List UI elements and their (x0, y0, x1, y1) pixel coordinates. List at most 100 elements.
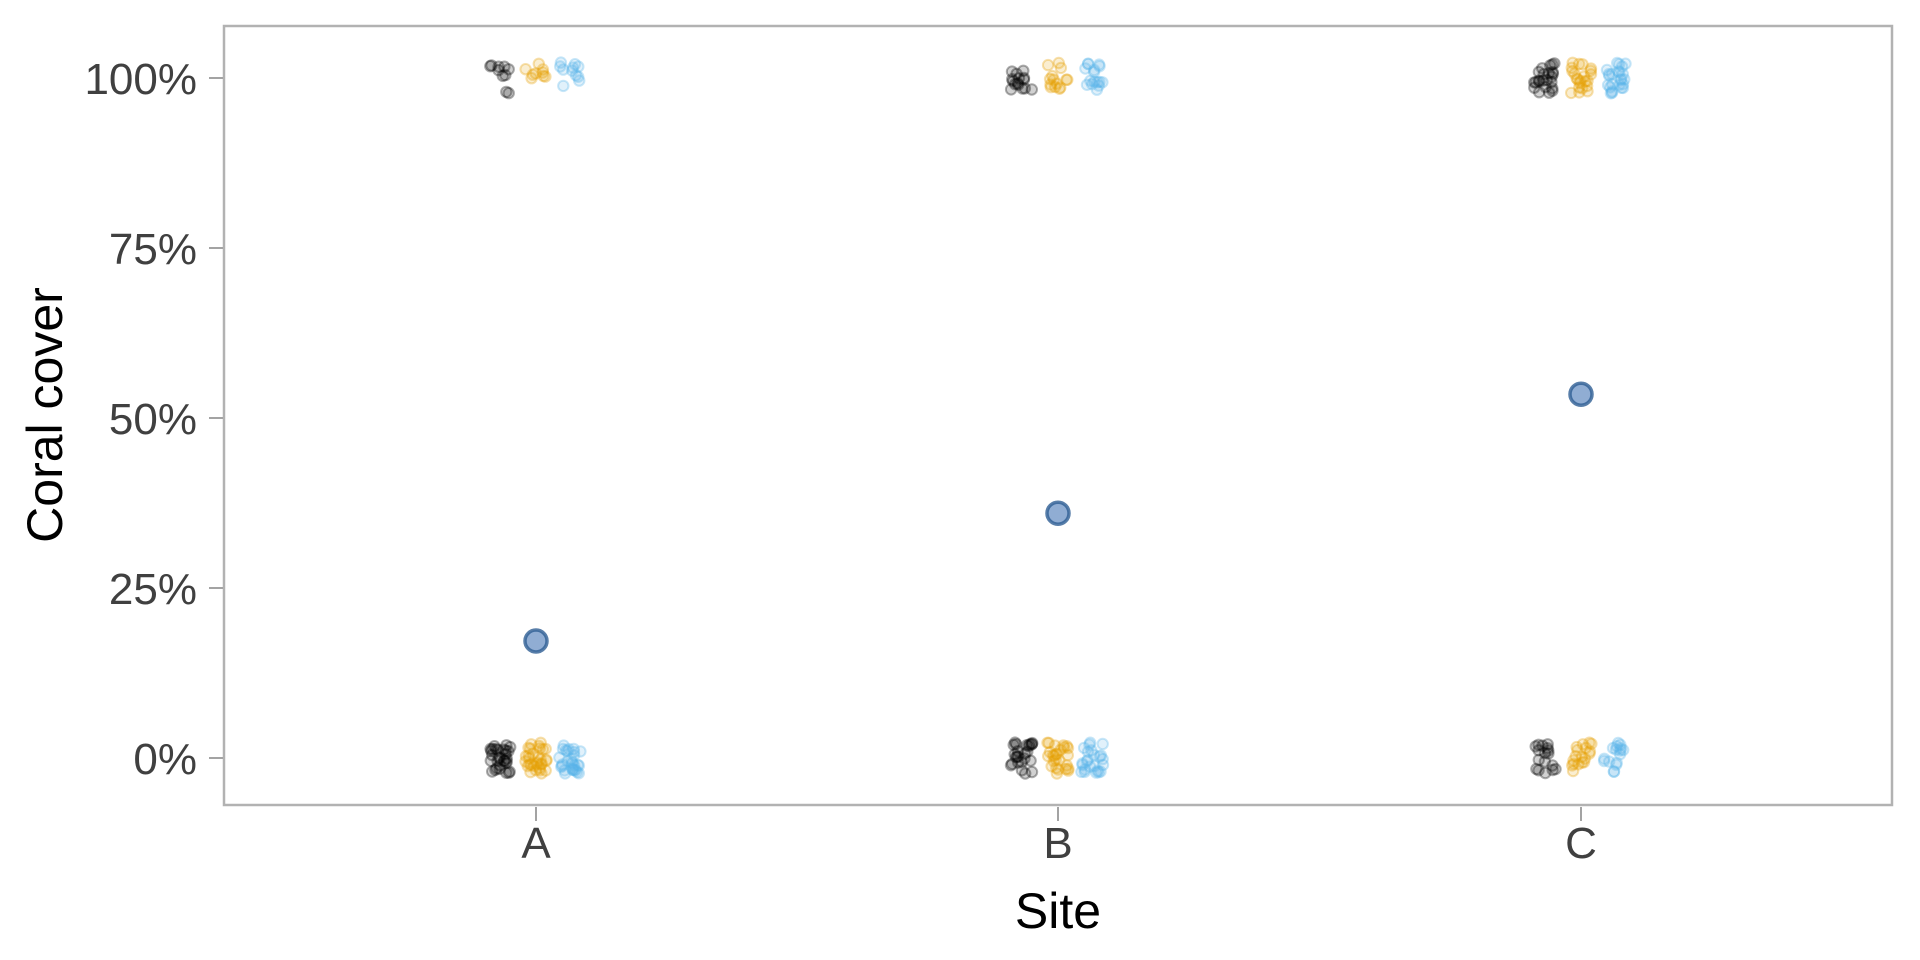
jitter-point-orange (1575, 750, 1589, 764)
jitter-point-orange (1054, 61, 1068, 75)
jitter-point-blue (1096, 737, 1109, 751)
jitter-point-orange (536, 63, 550, 76)
jitter-point-black (485, 59, 498, 72)
jitter-point-black (1010, 738, 1023, 751)
jitter-point-orange (1041, 736, 1054, 749)
jitter-point-black (499, 744, 512, 757)
jitter-point-black (1539, 80, 1552, 94)
jitter-point-orange (1569, 750, 1582, 763)
jitter-point-blue (1610, 758, 1623, 771)
jitter-point-blue (558, 764, 571, 777)
jitter-point-black (1543, 86, 1556, 99)
site-mean-point (523, 628, 549, 654)
jitter-point-blue (1082, 57, 1095, 71)
jitter-point-orange (534, 753, 547, 766)
jitter-point-blue (572, 60, 585, 73)
jitter-point-orange (523, 752, 536, 765)
jitter-point-orange (1050, 761, 1063, 775)
jitter-point-blue (1616, 78, 1630, 91)
jitter-point-black (1011, 750, 1025, 763)
jitter-point-orange (525, 72, 538, 85)
jitter-point-black (1004, 83, 1018, 96)
data-points-layer (484, 56, 1632, 780)
jitter-point-black (1017, 73, 1031, 86)
jitter-point-black (491, 743, 505, 757)
jitter-point-blue (1606, 741, 1620, 755)
jitter-point-blue (1084, 736, 1097, 749)
jitter-point-blue (1085, 77, 1099, 91)
x-tick-label: C (1565, 819, 1597, 868)
jitter-point-black (1015, 764, 1029, 777)
jitter-point-orange (537, 69, 550, 83)
jitter-point-blue (1084, 74, 1097, 87)
jitter-point-orange (526, 68, 539, 81)
jitter-point-blue (1092, 766, 1105, 779)
jitter-point-orange (1060, 73, 1073, 86)
jitter-point-blue (1610, 740, 1624, 753)
jitter-point-black (1018, 767, 1032, 780)
jitter-point-black (1537, 74, 1550, 87)
jitter-point-orange (1577, 756, 1591, 769)
jitter-point-black (1005, 757, 1019, 771)
jitter-point-blue (567, 745, 581, 759)
jitter-point-blue (1088, 759, 1101, 773)
jitter-point-black (493, 751, 507, 764)
jitter-point-black (484, 754, 497, 767)
jitter-point-blue (1088, 63, 1101, 77)
jitter-point-black (503, 765, 516, 778)
jitter-point-blue (1092, 79, 1106, 92)
jitter-point-orange (1578, 752, 1592, 765)
jitter-point-orange (519, 755, 532, 768)
jitter-point-blue (554, 60, 567, 73)
jitter-point-orange (1043, 745, 1057, 759)
jitter-point-blue (571, 758, 584, 772)
jitter-point-orange (1050, 747, 1064, 761)
jitter-point-black (1546, 58, 1559, 71)
jitter-point-black (492, 60, 505, 73)
jitter-point-black (1532, 744, 1545, 757)
jitter-point-blue (1619, 57, 1632, 70)
jitter-point-black (490, 742, 503, 756)
jitter-point-orange (1047, 73, 1060, 86)
jitter-point-black (498, 754, 511, 767)
jitter-point-black (1024, 754, 1037, 767)
jitter-point-blue (1607, 765, 1621, 778)
y-axis-title: Coral cover (17, 287, 73, 543)
jitter-point-black (1004, 759, 1018, 772)
jitter-point-blue (1087, 748, 1101, 762)
jitter-point-orange (533, 764, 547, 777)
jitter-point-blue (1613, 78, 1626, 91)
jitter-point-orange (1573, 76, 1586, 90)
jitter-point-orange (534, 736, 547, 749)
jitter-point-blue (1081, 57, 1095, 70)
jitter-point-blue (1075, 765, 1088, 779)
jitter-point-black (1020, 739, 1034, 752)
jitter-point-black (1025, 765, 1039, 779)
jitter-point-black (1023, 738, 1036, 751)
jitter-point-orange (1566, 759, 1579, 772)
jitter-point-orange (523, 758, 536, 771)
y-tick-label: 75% (109, 225, 197, 274)
jitter-point-black (1538, 746, 1552, 760)
jitter-point-orange (1062, 762, 1075, 775)
jitter-point-blue (568, 57, 582, 71)
jitter-point-blue (1616, 67, 1630, 81)
jitter-point-orange (1047, 755, 1061, 768)
jitter-point-orange (1570, 740, 1583, 754)
jitter-point-black (500, 755, 513, 768)
x-axis-title: Site (1015, 883, 1101, 939)
jitter-point-blue (561, 744, 574, 758)
jitter-point-orange (531, 756, 544, 769)
jitter-point-black (485, 744, 498, 757)
jitter-point-blue (1597, 754, 1611, 768)
jitter-point-black (1008, 78, 1022, 91)
jitter-point-black (1009, 750, 1023, 764)
jitter-point-black (1542, 744, 1555, 757)
jitter-point-blue (554, 56, 568, 69)
jitter-point-black (1007, 738, 1020, 752)
jitter-point-blue (1081, 753, 1094, 767)
jitter-point-black (1537, 68, 1550, 81)
jitter-point-blue (565, 753, 578, 766)
jitter-point-orange (1576, 82, 1589, 95)
axis-tick-labels: 0% 25% 50% 75% 100% A B C (84, 55, 1596, 868)
